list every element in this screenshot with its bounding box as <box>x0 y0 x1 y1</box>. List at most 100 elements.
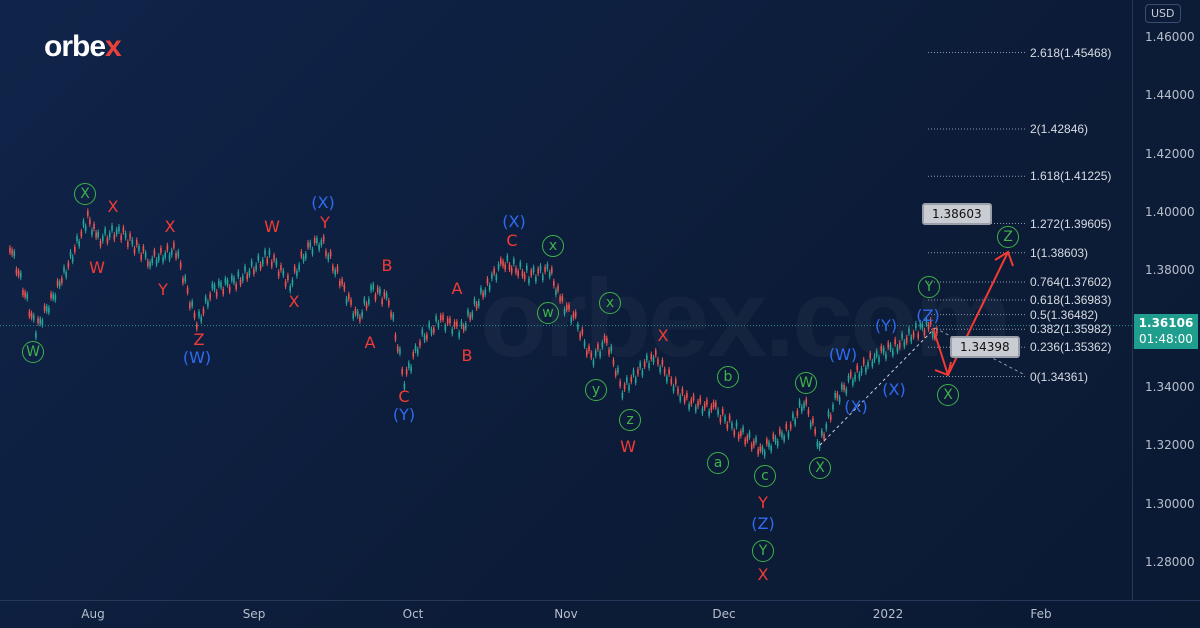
candle-body <box>426 334 428 340</box>
candle-body <box>546 264 549 270</box>
candle-body <box>717 409 719 415</box>
time-tick: Feb <box>1030 607 1052 621</box>
candle-body <box>574 311 577 317</box>
currency-button[interactable]: USD <box>1145 4 1181 23</box>
candle-body <box>120 235 122 241</box>
wave-label: W <box>620 437 636 456</box>
candle-body <box>111 225 113 231</box>
wave-label: c <box>754 465 776 487</box>
price-tick: 1.40000 <box>1145 205 1195 220</box>
candle-body <box>572 313 575 319</box>
candle-body <box>493 268 495 274</box>
candle-body <box>796 410 799 416</box>
candle-body <box>17 270 20 276</box>
price-tick: 1.46000 <box>1145 30 1195 44</box>
candle-body <box>37 318 39 324</box>
candle-body <box>108 232 111 238</box>
candle-body <box>365 303 368 309</box>
wave-label: (W) <box>182 348 212 367</box>
candle-body <box>19 272 22 278</box>
candle-body <box>451 328 454 334</box>
candle-body <box>204 296 207 302</box>
candle-body <box>821 430 823 436</box>
candle-body <box>530 270 533 276</box>
candle-body <box>683 397 686 403</box>
candle-body <box>410 366 412 372</box>
candle-body <box>728 415 731 421</box>
candle-body <box>253 269 255 275</box>
candle-body <box>388 300 390 306</box>
candle-body <box>383 291 386 297</box>
candle-body <box>268 250 271 256</box>
candle-body <box>672 386 675 392</box>
price-axis[interactable] <box>1132 0 1200 600</box>
candle-body <box>153 250 156 256</box>
candle-body <box>681 388 684 394</box>
candle-body <box>235 284 237 290</box>
candle-body <box>28 311 31 317</box>
candle-body <box>71 256 74 262</box>
candle-body <box>690 399 693 405</box>
time-tick: Dec <box>712 607 736 621</box>
candle-body <box>164 252 167 258</box>
candle-body <box>875 350 878 356</box>
candle-body <box>435 315 437 321</box>
time-tick: 2022 <box>872 607 904 621</box>
candle-body <box>862 359 865 365</box>
candle-body <box>54 295 57 301</box>
candle-body <box>719 417 722 423</box>
candle-body <box>585 350 588 356</box>
candle-body <box>535 276 537 282</box>
candle-body <box>763 451 766 457</box>
candle-body <box>228 286 231 292</box>
candle-body <box>78 241 80 247</box>
candle-body <box>104 228 106 234</box>
candle-body <box>282 270 285 276</box>
price-tick: 1.28000 <box>1145 555 1195 570</box>
candle-body <box>724 416 726 422</box>
candle-body <box>887 342 890 348</box>
candle-body <box>356 311 359 317</box>
candle-body <box>871 361 874 367</box>
candle-body <box>901 333 903 339</box>
candle-body <box>499 258 502 264</box>
candle-body <box>634 377 637 383</box>
candle-body <box>191 301 193 307</box>
candle-body <box>783 436 785 442</box>
candle-body <box>462 325 465 331</box>
candle-body <box>878 357 880 363</box>
candle-body <box>390 312 392 318</box>
candle-body <box>661 359 664 365</box>
candle-body <box>510 267 513 273</box>
candle-body <box>166 245 169 251</box>
time-axis[interactable] <box>0 600 1200 628</box>
candle-body <box>177 251 180 257</box>
candle-body <box>801 406 803 412</box>
candle-body <box>13 251 16 257</box>
wave-label: Z <box>193 330 205 349</box>
wave-label: (X) <box>882 380 906 399</box>
candle-body <box>376 287 379 293</box>
candle-body <box>9 247 11 253</box>
candle-body <box>663 368 666 374</box>
wave-label: C <box>506 231 518 250</box>
candle-body <box>873 355 876 361</box>
candle-body <box>643 361 646 367</box>
candle-body <box>198 311 200 317</box>
candle-body <box>162 257 164 263</box>
candle-body <box>482 292 484 298</box>
candle-body <box>892 350 894 356</box>
fib-level-label: 1.618(1.41225) <box>1030 169 1112 184</box>
candle-body <box>812 418 814 424</box>
candle-body <box>504 264 506 270</box>
wave-label: (X) <box>502 212 526 231</box>
candle-body <box>58 281 61 287</box>
orbex-logo: orbex <box>44 30 122 63</box>
candle-body <box>480 287 482 293</box>
candle-body <box>300 251 303 257</box>
candle-body <box>147 260 149 266</box>
candle-body <box>854 374 856 380</box>
candle-body <box>735 422 738 428</box>
